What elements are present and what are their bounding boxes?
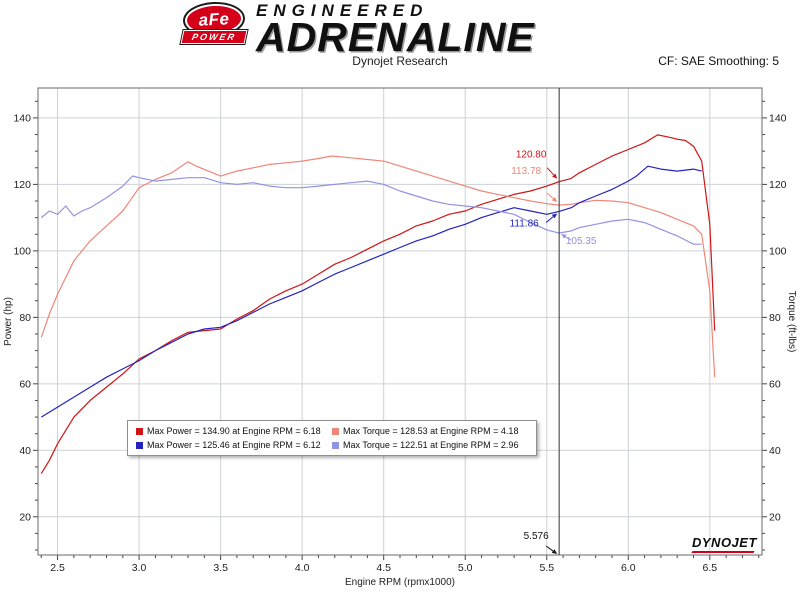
svg-text:100: 100 xyxy=(13,245,31,257)
annotation-label: 111.86 xyxy=(510,218,540,229)
x-axis-labels: 2.5 3.0 3.5 4.0 4.5 5.0 5.5 6.0 6.5 xyxy=(50,562,717,574)
annotation-label: 5.576 xyxy=(524,531,549,542)
axis-ticks xyxy=(33,100,767,560)
y-axis-title-right: Torque (ft-lbs) xyxy=(786,291,797,353)
series-line-1 xyxy=(40,155,716,378)
svg-text:6.0: 6.0 xyxy=(621,562,636,574)
plot-border xyxy=(37,87,763,556)
brand-line-adrenaline: ADRENALINE xyxy=(256,14,535,60)
y-axis-right-labels: 20 40 60 80 100 120 140 xyxy=(769,112,787,523)
svg-text:4.5: 4.5 xyxy=(376,562,391,574)
svg-text:2.5: 2.5 xyxy=(50,562,65,574)
svg-text:120: 120 xyxy=(769,179,787,191)
legend-swatch xyxy=(332,427,339,435)
svg-text:40: 40 xyxy=(19,445,31,457)
dynojet-logo-text: DYNOJET xyxy=(692,535,757,550)
afe-logo-banner: POWER xyxy=(180,30,248,44)
legend-item-power-sae: Max Power = 134.90 at Engine RPM = 6.18 xyxy=(136,426,332,436)
annotation-arrow xyxy=(546,167,555,176)
svg-text:100: 100 xyxy=(769,245,787,257)
svg-text:6.5: 6.5 xyxy=(703,562,718,574)
dynojet-logo: DYNOJET xyxy=(691,535,757,553)
smoothing-setting-label: CF: SAE Smoothing: 5 xyxy=(658,54,779,68)
annotation-arrow xyxy=(545,216,554,223)
legend-label: Max Power = 134.90 at Engine RPM = 6.18 xyxy=(147,426,321,436)
svg-text:140: 140 xyxy=(13,112,31,124)
x-axis-title: Engine RPM (rpmx1000) xyxy=(345,577,455,588)
annotation-label: 120.80 xyxy=(516,150,547,161)
annotation-arrow xyxy=(545,545,554,552)
svg-text:60: 60 xyxy=(769,378,781,390)
afe-logo-text: aFe xyxy=(198,8,230,30)
legend-swatch xyxy=(136,427,143,435)
annotation-label: 105.35 xyxy=(566,236,597,247)
gridlines xyxy=(38,88,762,555)
legend-item-power-stock: Max Power = 125.46 at Engine RPM = 6.12 xyxy=(136,440,332,450)
svg-text:5.0: 5.0 xyxy=(458,562,473,574)
dyno-chart-svg[interactable]: 2.5 3.0 3.5 4.0 4.5 5.0 5.5 6.0 6.5 20 40 60 80 100 12… xyxy=(0,80,800,600)
legend-label: Max Power = 125.46 at Engine RPM = 6.12 xyxy=(147,440,321,450)
brand-line-engineered: ENGINEERED xyxy=(256,1,429,20)
series-line-2 xyxy=(40,165,702,418)
annotation-arrowhead xyxy=(551,197,558,203)
chart-legend: Max Power = 134.90 at Engine RPM = 6.18 … xyxy=(127,420,537,456)
legend-label: Max Torque = 122.51 at Engine RPM = 2.96 xyxy=(343,440,519,450)
afe-power-logo: aFe POWER xyxy=(178,2,250,44)
annotation-label: 113.78 xyxy=(511,166,541,177)
annotations: 120.80 113.78 111.86 105.35 5.576 xyxy=(510,150,597,554)
legend-swatch xyxy=(332,441,339,449)
annotation-arrow xyxy=(546,192,554,200)
legend-swatch xyxy=(136,441,143,449)
svg-text:4.0: 4.0 xyxy=(295,562,310,574)
legend-item-torque-stock: Max Torque = 122.51 at Engine RPM = 2.96 xyxy=(332,440,528,450)
annotation-arrowhead xyxy=(552,173,558,179)
svg-text:5.5: 5.5 xyxy=(539,562,554,574)
svg-text:3.5: 3.5 xyxy=(213,562,228,574)
y-axis-title-left: Power (hp) xyxy=(3,297,14,346)
svg-text:20: 20 xyxy=(19,511,31,523)
annotation-arrowhead xyxy=(551,549,558,554)
svg-text:40: 40 xyxy=(769,445,781,457)
legend-label: Max Torque = 128.53 at Engine RPM = 4.18 xyxy=(343,426,519,436)
engineered-adrenaline-logo: ENGINEERED ADRENALINE xyxy=(256,1,535,60)
svg-text:20: 20 xyxy=(769,511,781,523)
annotation-arrowhead xyxy=(561,234,567,239)
legend-item-torque-sae: Max Torque = 128.53 at Engine RPM = 4.18 xyxy=(332,426,528,436)
svg-text:60: 60 xyxy=(19,378,31,390)
chart-source-title: Dynojet Research xyxy=(352,54,448,68)
series-line-3 xyxy=(40,175,702,245)
svg-text:80: 80 xyxy=(769,312,781,324)
annotation-arrowhead xyxy=(551,213,558,219)
svg-text:80: 80 xyxy=(19,312,31,324)
y-axis-left-labels: 20 40 60 80 100 120 140 xyxy=(13,112,31,523)
svg-text:120: 120 xyxy=(13,179,31,191)
annotation-arrow xyxy=(565,236,572,241)
svg-text:3.0: 3.0 xyxy=(132,562,147,574)
dynojet-logo-swoosh xyxy=(691,551,755,553)
svg-text:140: 140 xyxy=(769,112,787,124)
